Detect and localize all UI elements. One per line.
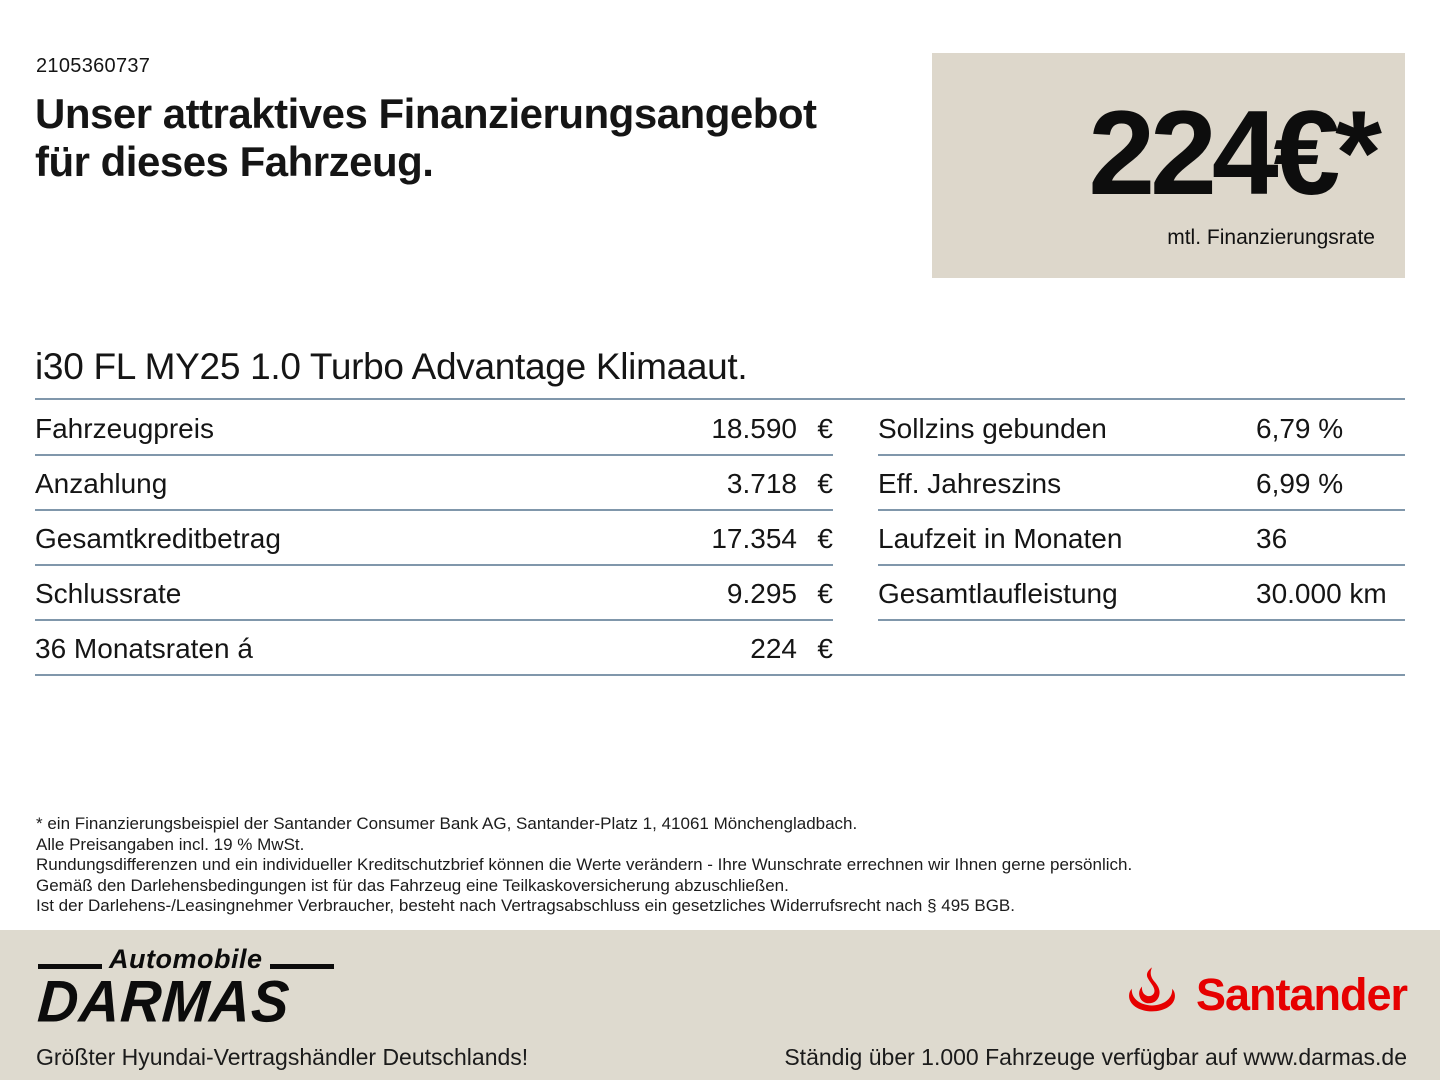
table-row: 36 Monatsraten á 224 € [35,621,1405,676]
row-value: 6,99 % [1256,468,1344,499]
logo-rule-left [38,964,102,969]
santander-wordmark: Santander [1195,968,1408,1020]
row-label: Sollzins gebunden [878,413,1107,444]
row-unit: € [817,578,833,609]
darmas-logo-wordmark: DARMAS [35,968,293,1035]
fine-print-line: Ist der Darlehens-/Leasingnehmer Verbrau… [36,896,1015,915]
dealer-tagline: Größter Hyundai-Vertragshändler Deutschl… [36,1044,529,1070]
santander-logo: Santander [1121,966,1408,1022]
table-row: Laufzeit in Monaten 36 [878,511,1405,566]
monthly-rate-amount: 224€* [1088,86,1382,220]
darmas-logo-automobile-text: Automobile [109,944,263,974]
row-label: Fahrzeugpreis [35,413,214,444]
row-value: 9.295 [726,578,797,609]
row-unit: € [817,413,833,444]
row-value: 6,79 % [1256,413,1344,444]
logo-rule-right [269,964,334,969]
santander-flame-icon [1128,967,1175,1012]
row-label: Schlussrate [35,578,182,609]
offer-id-number: 2105360737 [36,55,151,77]
fine-print-line: * ein Finanzierungsbeispiel der Santande… [36,814,858,833]
table-row: Sollzins gebunden 6,79 % [878,401,1405,456]
row-label: Laufzeit in Monaten [878,523,1123,554]
table-row: Eff. Jahreszins 6,99 % [878,456,1405,511]
monthly-rate-panel: 224€* mtl. Finanzierungsrate [932,53,1405,278]
footer-note: Ständig über 1.000 Fahrzeuge verfügbar a… [784,1044,1407,1070]
page-title: Unser attraktives Finanzierungsangebot f… [35,90,817,186]
fine-print-line: Gemäß den Darlehensbedingungen ist für d… [36,875,789,895]
row-unit: € [817,468,833,499]
fine-print-line: Rundungsdifferenzen und ein individuelle… [36,855,1133,874]
table-row: Gesamtlaufleistung 30.000 km [878,566,1405,621]
row-value: 30.000 km [1256,578,1387,609]
row-value: 3.718 [726,468,797,499]
row-unit: € [817,523,833,554]
vehicle-title: i30 FL MY25 1.0 Turbo Advantage Klimaaut… [35,346,1405,400]
row-label: Anzahlung [35,468,168,499]
monthly-rate-caption: mtl. Finanzierungsrate [1167,226,1375,249]
row-label: Gesamtkreditbetrag [35,523,281,554]
table-row: Gesamtkreditbetrag 17.354 € [35,511,833,566]
row-unit: € [817,633,833,664]
page-title-line2: für dieses Fahrzeug. [35,138,434,185]
row-value: 18.590 [711,413,797,444]
table-row: Fahrzeugpreis 18.590 € [35,401,833,456]
fine-print-line: Alle Preisangaben incl. 19 % MwSt. [36,834,305,854]
row-label: Gesamtlaufleistung [878,578,1118,609]
row-value: 17.354 [711,523,797,554]
row-label: Eff. Jahreszins [878,468,1062,499]
table-row: Schlussrate 9.295 € [35,566,833,621]
row-label: 36 Monatsraten á [35,633,253,664]
page-title-line1: Unser attraktives Finanzierungsangebot [35,90,817,137]
table-row: Anzahlung 3.718 € [35,456,833,511]
darmas-logo: Automobile DARMAS [36,944,334,1034]
row-value: 36 [1256,523,1288,554]
footer: Automobile DARMAS Größter Hyundai-Vertra… [0,930,1440,1080]
fine-print: * ein Finanzierungsbeispiel der Santande… [36,814,1396,917]
row-value: 224 [750,633,797,664]
